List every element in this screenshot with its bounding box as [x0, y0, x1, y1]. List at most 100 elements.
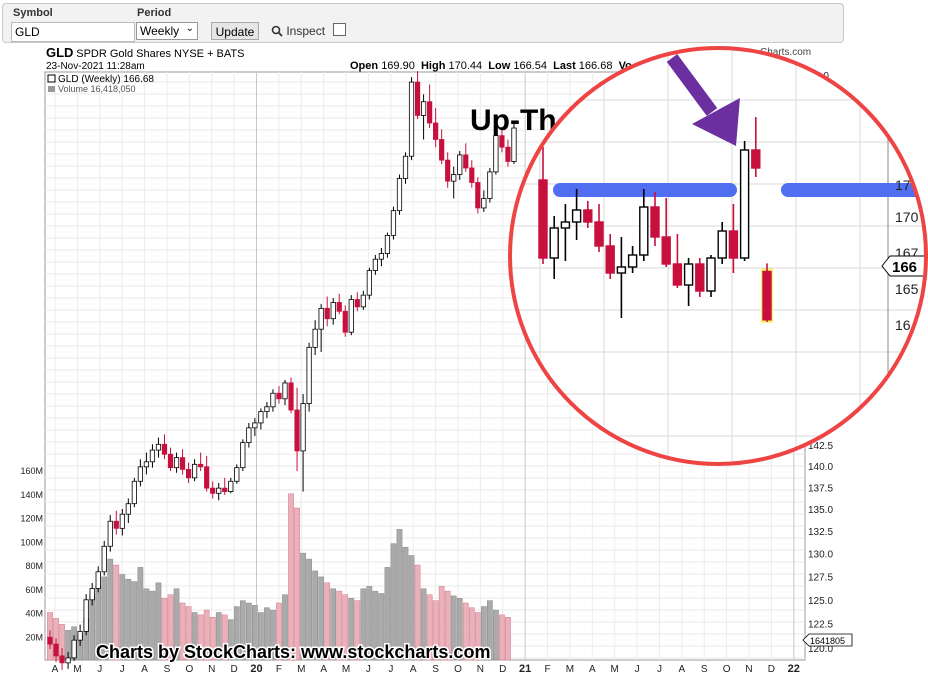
price-tick-label: 142.5 — [808, 441, 833, 452]
volume-bar — [468, 607, 475, 661]
candle-body — [445, 159, 451, 182]
x-tick-label: O — [185, 664, 193, 675]
volume-bar — [474, 612, 481, 661]
volume-bar — [366, 586, 373, 661]
volume-bar — [239, 600, 246, 661]
candle-body — [71, 639, 77, 659]
period-label: Period — [137, 7, 172, 19]
volume-bar — [119, 574, 126, 661]
volume-bar — [173, 588, 180, 661]
price-tick-label: 120.0 — [808, 644, 833, 655]
volume-bar — [348, 598, 355, 661]
update-button[interactable]: Update — [211, 22, 259, 40]
candle-body — [324, 307, 330, 320]
candle-body — [342, 310, 348, 333]
price-tick-label: 135.0 — [808, 505, 833, 516]
volume-tick-label: 20M — [25, 632, 43, 642]
volume-bar — [125, 579, 132, 661]
chevron-down-icon: ⌄ — [185, 23, 194, 34]
x-tick-label: A — [679, 664, 686, 675]
zoom-last-tag: 166 — [881, 255, 926, 277]
candle-body — [234, 467, 240, 482]
x-tick-label: A — [589, 664, 596, 675]
candle-body — [107, 520, 113, 547]
x-tick-label: S — [432, 664, 439, 675]
inspect-label: Inspect — [286, 24, 326, 38]
volume-bar — [450, 595, 457, 661]
price-tick-label: 125.0 — [808, 596, 833, 607]
volume-bar — [264, 607, 270, 661]
volume-bar — [203, 609, 210, 661]
volume-legend-icon — [48, 86, 55, 92]
volume-bar — [113, 564, 120, 661]
volume-bar — [342, 594, 349, 661]
zoom-candle-body — [751, 149, 761, 169]
x-tick-label: A — [410, 664, 417, 675]
x-tick-label: M — [566, 664, 574, 675]
zoom-candle-body — [560, 221, 571, 229]
candle-body — [354, 299, 360, 308]
x-tick-label: O — [723, 664, 731, 675]
volume-bar — [131, 581, 138, 661]
x-tick-label: A — [141, 664, 148, 675]
candle-body — [167, 453, 174, 469]
x-tick-label: 20 — [250, 663, 262, 675]
candle-body — [53, 643, 59, 657]
candle-body — [384, 234, 391, 254]
candle-body — [414, 81, 421, 116]
x-tick-label: J — [97, 664, 102, 675]
volume-bar — [384, 567, 391, 661]
candle-body — [318, 307, 324, 330]
period-select[interactable]: Weekly ⌄ — [136, 22, 198, 40]
arrow-pointer — [666, 54, 740, 146]
ticker: GLD — [46, 45, 74, 60]
volume-tick-label: 120M — [20, 514, 43, 524]
search-icon — [271, 25, 283, 37]
candle-body — [288, 382, 294, 411]
x-tick-label: D — [230, 664, 237, 675]
symbol-input[interactable] — [11, 22, 135, 42]
volume-bar — [137, 567, 144, 661]
candle-body — [360, 294, 366, 308]
volume-bar — [221, 614, 228, 661]
candle-body — [366, 270, 372, 296]
inspect-checkbox[interactable] — [333, 23, 346, 36]
candle-body — [396, 178, 403, 212]
volume-bar — [318, 576, 325, 661]
volume-bar — [233, 606, 240, 661]
volume-last-tag: 1641805 — [802, 633, 853, 647]
zoom-candle-body — [549, 227, 559, 259]
zoom-candles — [538, 117, 773, 323]
candle-body — [481, 198, 487, 209]
volume-bar — [252, 605, 258, 661]
candle-body — [95, 571, 101, 589]
candle-body — [505, 146, 511, 162]
candle-body — [378, 253, 385, 260]
candle-body — [372, 258, 378, 271]
zoom-candle-body — [650, 206, 660, 238]
candle-body — [210, 487, 216, 494]
x-tick-label: N — [477, 664, 484, 675]
x-tick-label: S — [701, 664, 708, 675]
zoom-ring — [508, 46, 928, 466]
candle-body — [192, 463, 198, 479]
inspect-control[interactable]: Inspect — [271, 24, 325, 38]
x-tick-label: S — [164, 664, 171, 675]
volume-tick-label: 40M — [25, 609, 43, 619]
candle-body — [113, 520, 119, 529]
candle-body — [270, 392, 276, 408]
x-tick-label: J — [388, 664, 393, 675]
candle-body — [408, 81, 415, 157]
candle-body — [155, 443, 162, 451]
volume-bar — [101, 576, 108, 661]
volume-bar — [215, 612, 222, 661]
candle-body — [402, 155, 409, 179]
price-tick-label: 132.5 — [808, 527, 833, 538]
volume-bar — [396, 529, 403, 661]
volume-tick-label: 80M — [25, 561, 43, 571]
candle-body — [330, 302, 336, 320]
candle-body — [427, 101, 433, 124]
candle-body — [216, 487, 222, 494]
price-tick-label: 127.5 — [808, 572, 833, 583]
candle-body — [511, 127, 517, 162]
